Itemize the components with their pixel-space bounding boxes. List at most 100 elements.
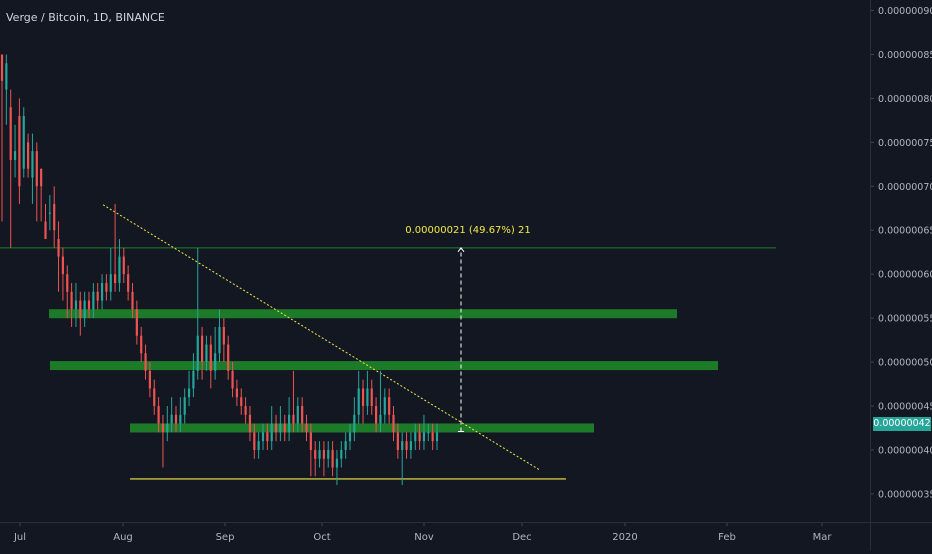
- candle-body: [396, 432, 399, 450]
- candle-body: [414, 432, 417, 442]
- candle-body: [201, 335, 204, 363]
- candle-body: [44, 221, 47, 240]
- candle-body: [370, 388, 373, 406]
- candle-body: [392, 414, 395, 433]
- x-axis-ticks: Jul Aug Sep Oct Nov Dec 2020 Feb Mar: [13, 522, 832, 543]
- candle: [53, 186, 56, 248]
- candle: [153, 379, 156, 415]
- candle: [248, 406, 252, 442]
- x-tick-label: Dec: [512, 532, 531, 543]
- candle: [288, 397, 291, 442]
- candle: [179, 397, 182, 433]
- candle-body: [83, 300, 86, 319]
- candle: [31, 133, 34, 204]
- candle: [144, 344, 147, 380]
- candle-body: [174, 414, 178, 424]
- y-tick-label: 0.00000060: [878, 270, 932, 281]
- candle: [140, 326, 143, 363]
- candle: [222, 318, 225, 363]
- candle-body: [144, 353, 147, 371]
- x-tick-label: Mar: [813, 532, 833, 543]
- candle: [131, 282, 134, 319]
- candle-body: [109, 274, 112, 292]
- candle: [427, 423, 430, 442]
- candle-body: [309, 432, 312, 450]
- candle-body: [214, 353, 217, 371]
- candle: [401, 432, 404, 486]
- x-tick-label: 2020: [612, 532, 637, 543]
- candle: [305, 414, 308, 442]
- candle: [414, 423, 417, 450]
- candle-body: [140, 335, 143, 354]
- candle: [161, 414, 165, 468]
- candle-body: [153, 388, 156, 406]
- candle-body: [405, 441, 408, 450]
- candle: [70, 282, 73, 327]
- current-price-tag: 0.00000042: [873, 417, 931, 431]
- candle: [318, 441, 321, 468]
- candle: [314, 441, 317, 477]
- candle: [335, 449, 339, 486]
- candle: [266, 423, 269, 450]
- candle-body: [96, 291, 99, 301]
- candle: [74, 282, 78, 327]
- candle: [201, 326, 204, 380]
- candle-body: [166, 423, 169, 433]
- candle: [253, 423, 256, 459]
- candle: [279, 406, 282, 442]
- candle: [357, 370, 360, 424]
- candle: [240, 388, 243, 415]
- candle: [292, 370, 295, 433]
- candle: [244, 397, 247, 424]
- candle-body: [35, 151, 38, 187]
- candle-body: [5, 63, 8, 90]
- y-tick-label: 0.00000035: [878, 489, 932, 500]
- candle-body: [409, 441, 412, 450]
- candle: [296, 397, 299, 433]
- candle: [379, 370, 382, 433]
- candle: [270, 406, 273, 450]
- candle: [122, 247, 125, 283]
- candle: [79, 291, 82, 336]
- candle-body: [118, 256, 121, 283]
- candle: [96, 282, 99, 310]
- support-zone-2: [50, 361, 718, 371]
- candle-body: [357, 388, 360, 415]
- candle-body: [205, 344, 208, 363]
- candle: [170, 397, 173, 433]
- candle-body: [179, 414, 182, 424]
- candle: [40, 168, 43, 222]
- candle-body: [296, 406, 299, 424]
- y-tick-label: 0.00000080: [878, 94, 932, 105]
- candle-body: [422, 432, 426, 442]
- candle-body: [353, 414, 356, 433]
- candle-body: [388, 397, 391, 415]
- candle-body: [383, 397, 386, 415]
- candle: [118, 239, 121, 292]
- candle-body: [87, 300, 91, 310]
- candle-body: [431, 432, 434, 442]
- candle-body: [18, 116, 21, 187]
- candle-body: [348, 432, 352, 442]
- x-tick-label: Sep: [216, 532, 235, 543]
- candle: [187, 370, 191, 406]
- x-tick-label: Feb: [718, 532, 736, 543]
- candle: [409, 432, 412, 459]
- candle: [348, 423, 352, 450]
- candle-body: [135, 309, 138, 336]
- candle: [57, 221, 60, 292]
- candle: [48, 195, 51, 231]
- candle-body: [9, 107, 12, 160]
- y-tick-label: 0.00000065: [878, 226, 932, 237]
- trendline: [102, 204, 541, 471]
- candle: [396, 423, 399, 459]
- candle: [196, 247, 199, 380]
- candle: [27, 133, 30, 178]
- candle: [148, 362, 151, 398]
- candle: [331, 441, 334, 477]
- candle-body: [218, 326, 221, 354]
- drawing-lines: 0.00000021 (49.67%) 21: [0, 204, 776, 480]
- candle: [183, 388, 186, 424]
